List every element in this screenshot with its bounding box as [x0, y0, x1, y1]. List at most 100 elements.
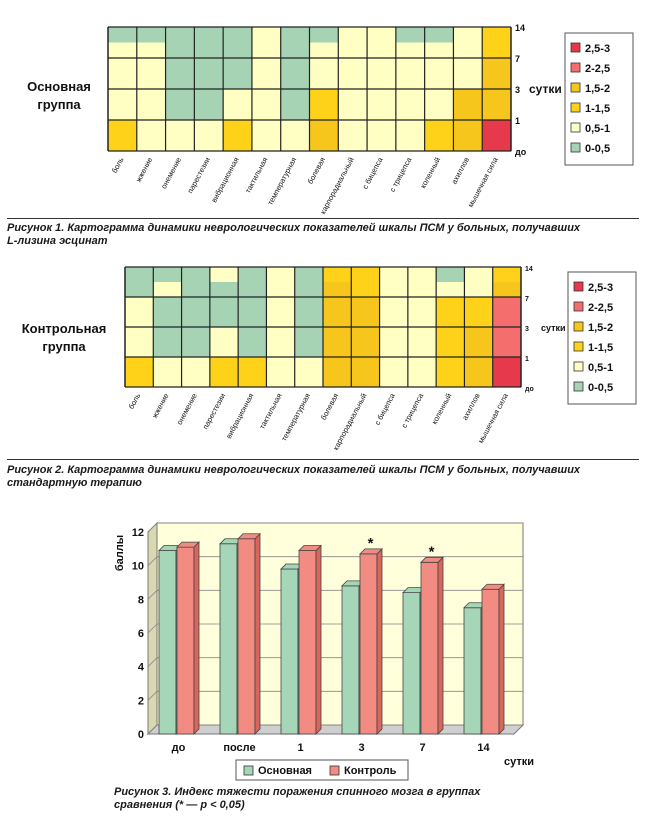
heatmap-cell	[424, 120, 454, 152]
legend-swatch	[573, 321, 584, 332]
heatmap-cell	[165, 58, 195, 90]
heatmap-cell	[251, 58, 282, 90]
heatmap-column-label: ахиллов	[449, 156, 471, 186]
heatmap-cell	[165, 27, 195, 43]
y-tick-label: 10	[132, 561, 144, 573]
y-tick-label: 0	[138, 729, 144, 741]
heatmap-cell	[338, 120, 368, 152]
heatmap-cell	[238, 357, 267, 388]
legend-label: 0-0,5	[585, 143, 610, 155]
heatmap-cell	[251, 120, 282, 152]
bar-side	[254, 532, 261, 735]
bar-side	[498, 583, 505, 735]
heatmap-cell	[351, 297, 381, 328]
y-tick-label: 6	[138, 628, 144, 640]
heatmap-cell	[136, 89, 167, 121]
y-tick-label: 4	[138, 662, 145, 674]
heatmap-cell	[238, 327, 267, 358]
heatmap-axis-label: сутки	[529, 82, 562, 96]
heatmap-cell	[395, 120, 426, 152]
figure2-caption: Рисунок 2. Картограмма динамики невролог…	[7, 464, 580, 490]
bar	[237, 538, 256, 735]
y-gridline	[147, 724, 158, 735]
heatmap-cell	[351, 327, 381, 358]
figure2-caption-line1: Рисунок 2. Картограмма динамики невролог…	[7, 464, 581, 476]
heatmap-row-label: до	[515, 147, 527, 157]
heatmap-cell	[464, 327, 494, 358]
legend-swatch	[573, 341, 584, 352]
legend-label: Основная	[258, 765, 312, 777]
legend-label: 2-2,5	[588, 302, 613, 314]
heatmap-column-label: болевая	[319, 392, 341, 422]
heatmap-cell	[181, 267, 211, 282]
heatmap-cell	[379, 297, 409, 328]
heatmap-cell	[453, 27, 483, 43]
heatmap-column-label: тактильная	[257, 392, 283, 431]
heatmap-cell	[209, 357, 239, 388]
group-label: Основная	[27, 79, 91, 94]
heatmap-cell	[125, 327, 154, 358]
heatmap-cell	[266, 297, 296, 328]
group-label: группа	[42, 339, 86, 354]
heatmap-cell	[266, 267, 296, 282]
y-tick-label: 2	[138, 695, 144, 707]
heatmap-cell	[407, 267, 437, 282]
heatmap-cell	[367, 89, 397, 121]
legend-swatch	[573, 281, 584, 292]
figure1-caption-line2: L-лизина эсцинат	[7, 235, 108, 247]
heatmap-column-label: с трицепса	[388, 155, 414, 194]
heatmap-cell	[492, 297, 522, 328]
heatmap-cell	[482, 58, 512, 90]
heatmap-cell	[482, 89, 512, 121]
heatmap-cell	[194, 27, 224, 43]
figure1-caption-line1: Рисунок 1. Картограмма динамики невролог…	[7, 222, 581, 234]
heatmap-column-label: жжение	[150, 392, 170, 420]
legend-label: 2-2,5	[585, 63, 610, 75]
legend-swatch	[243, 765, 254, 776]
heatmap-cell	[338, 27, 368, 43]
heatmap-column-label: парестезии	[201, 392, 227, 431]
heatmap-cell	[153, 297, 183, 328]
x-tick-label: 7	[419, 742, 425, 754]
heatmap-main-group: до 1 3 7 14 сутки боль жжение онемение парестезии…	[27, 23, 634, 216]
heatmap-cell	[251, 27, 282, 43]
y-tick-label: 12	[132, 527, 144, 539]
bar	[341, 585, 360, 735]
heatmap-column-label: мышечная сила	[476, 391, 510, 445]
heatmap-column-label: вибрационная	[209, 156, 240, 204]
x-tick-label: после	[223, 742, 255, 754]
bar	[298, 550, 317, 735]
heatmap-column-label: с трицепса	[399, 391, 425, 430]
heatmap-cell	[395, 27, 426, 43]
heatmap-cell	[379, 327, 409, 358]
heatmap-cell	[367, 120, 397, 152]
heatmap-cell	[209, 267, 239, 282]
heatmap-cell	[294, 327, 324, 358]
heatmap-column-label: болевая	[306, 156, 328, 186]
heatmap-cell	[194, 58, 224, 90]
figure1-caption: Рисунок 1. Картограмма динамики невролог…	[7, 222, 580, 248]
y-gridline	[147, 623, 158, 634]
bar-top	[359, 548, 383, 555]
figure3-caption-line1: Рисунок 3. Индекс тяжести поражения спин…	[114, 786, 481, 798]
heatmap-cell	[136, 58, 167, 90]
heatmap-column-label: с бицепса	[360, 155, 385, 191]
x-tick-label: 3	[358, 742, 364, 754]
heatmap-cell	[323, 327, 352, 358]
heatmap-column-label: коленный	[418, 156, 442, 190]
heatmap-cell	[424, 89, 454, 121]
legend-swatch	[570, 62, 581, 73]
heatmap-cell	[367, 58, 397, 90]
heatmap-cell	[223, 58, 253, 90]
heatmap-cell	[338, 58, 368, 90]
heatmap-cell	[294, 267, 324, 282]
heatmap-column-label: онемение	[159, 156, 183, 191]
heatmap-row-label: 7	[515, 54, 520, 64]
heatmap-cell	[223, 120, 253, 152]
heatmap-cell	[238, 267, 267, 282]
heatmap-cell	[266, 357, 296, 388]
heatmap-cell	[309, 120, 339, 152]
heatmap-cell	[209, 327, 239, 358]
heatmap-cell	[436, 327, 465, 358]
heatmap-cell	[223, 27, 253, 43]
